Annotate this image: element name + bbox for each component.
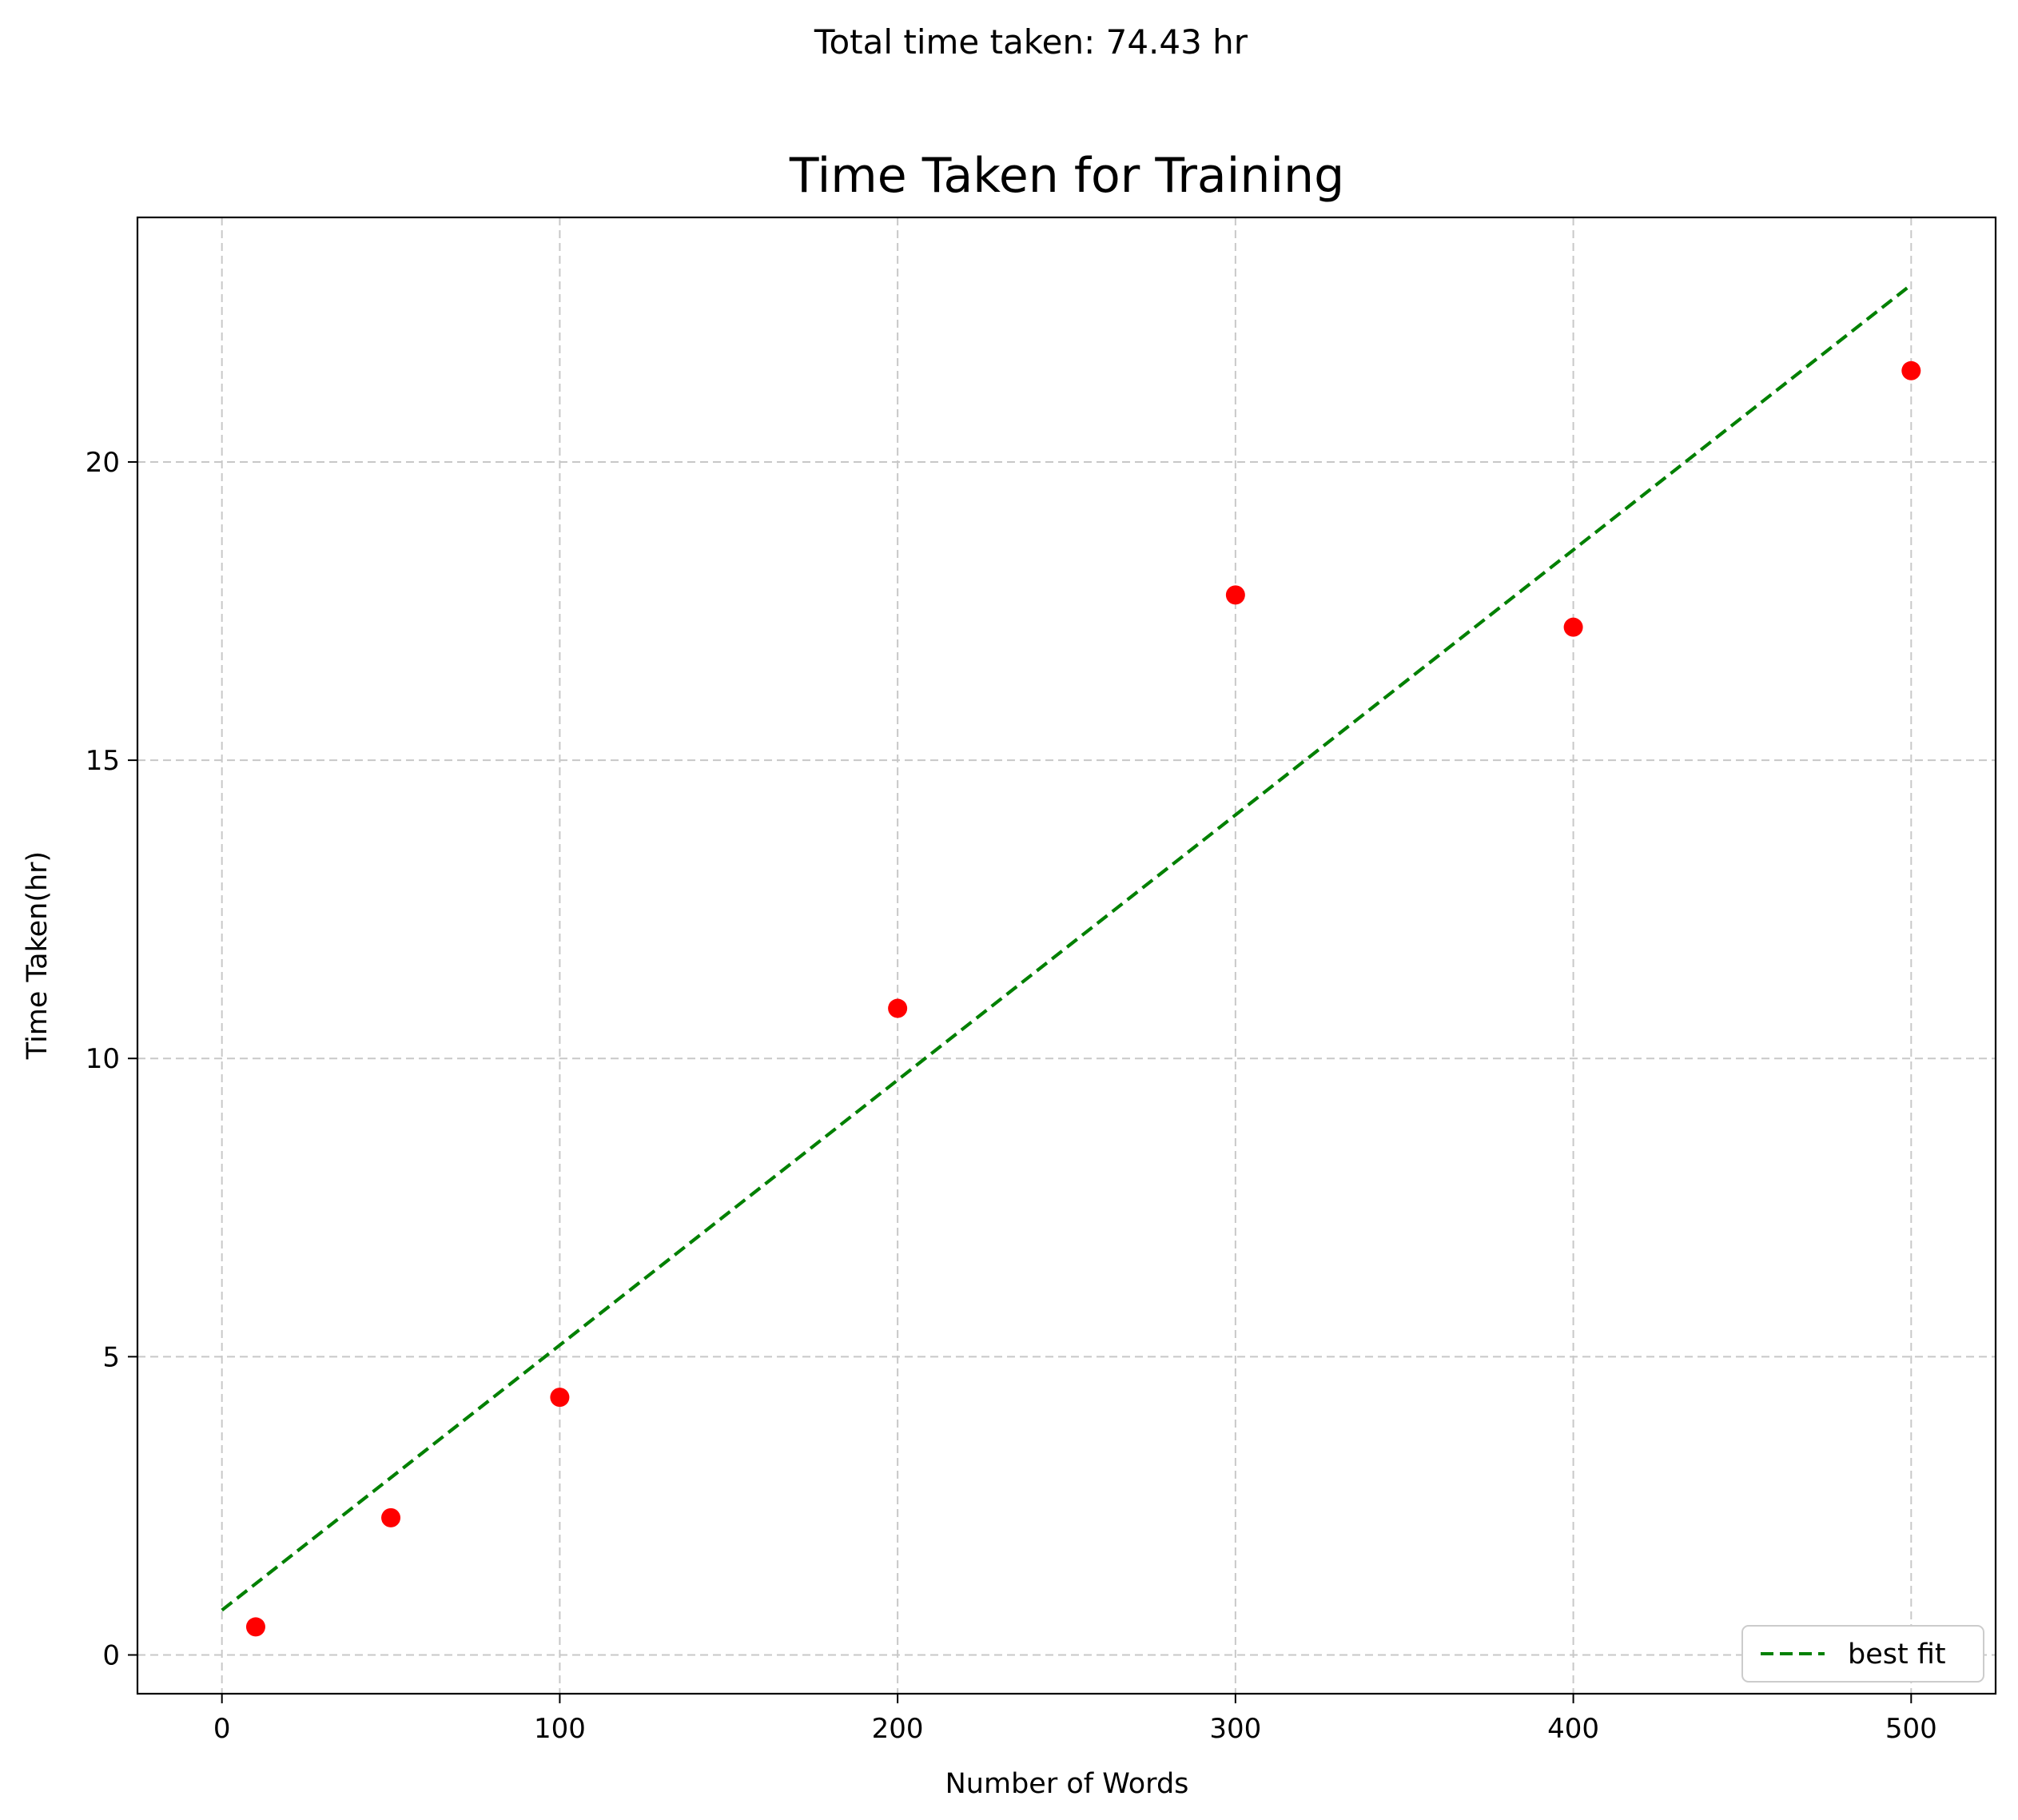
scatter-point bbox=[550, 1388, 570, 1408]
scatter-point bbox=[381, 1507, 401, 1527]
axis-ticks: 0 100 200 300 400 500 0 5 10 15 20 bbox=[86, 447, 1937, 1745]
y-tick-label: 20 bbox=[86, 447, 120, 479]
grid-lines bbox=[137, 217, 1996, 1694]
legend-box bbox=[1741, 1625, 1984, 1683]
axes-frame bbox=[136, 216, 1997, 1695]
figure-suptitle: Total time taken: 74.43 hr bbox=[814, 22, 1248, 62]
x-tick-label: 200 bbox=[872, 1713, 924, 1745]
y-tick-label: 15 bbox=[86, 745, 120, 777]
legend-label-best-fit: best fit bbox=[1848, 1639, 1946, 1671]
scatter-point bbox=[888, 998, 908, 1018]
scatter-point bbox=[1563, 617, 1583, 637]
y-tick-label: 10 bbox=[86, 1043, 120, 1075]
chart-title: Time Taken for Training bbox=[789, 148, 1344, 204]
best-fit-line bbox=[221, 283, 1913, 1612]
x-tick-label: 300 bbox=[1209, 1713, 1261, 1745]
scatter-point bbox=[1225, 585, 1245, 605]
y-axis-label: Time Taken(hr) bbox=[22, 851, 54, 1060]
legend: best fit bbox=[1741, 1625, 1984, 1683]
x-tick-label: 100 bbox=[534, 1713, 586, 1745]
x-tick-label: 0 bbox=[213, 1713, 231, 1745]
y-tick-label: 0 bbox=[102, 1639, 120, 1671]
x-tick-label: 400 bbox=[1547, 1713, 1599, 1745]
x-tick-label: 500 bbox=[1885, 1713, 1937, 1745]
x-axis-label: Number of Words bbox=[945, 1768, 1189, 1800]
plot-series bbox=[221, 283, 1921, 1637]
scatter-point bbox=[1901, 360, 1921, 380]
y-tick-label: 5 bbox=[102, 1341, 120, 1373]
scatter-point bbox=[245, 1617, 265, 1637]
